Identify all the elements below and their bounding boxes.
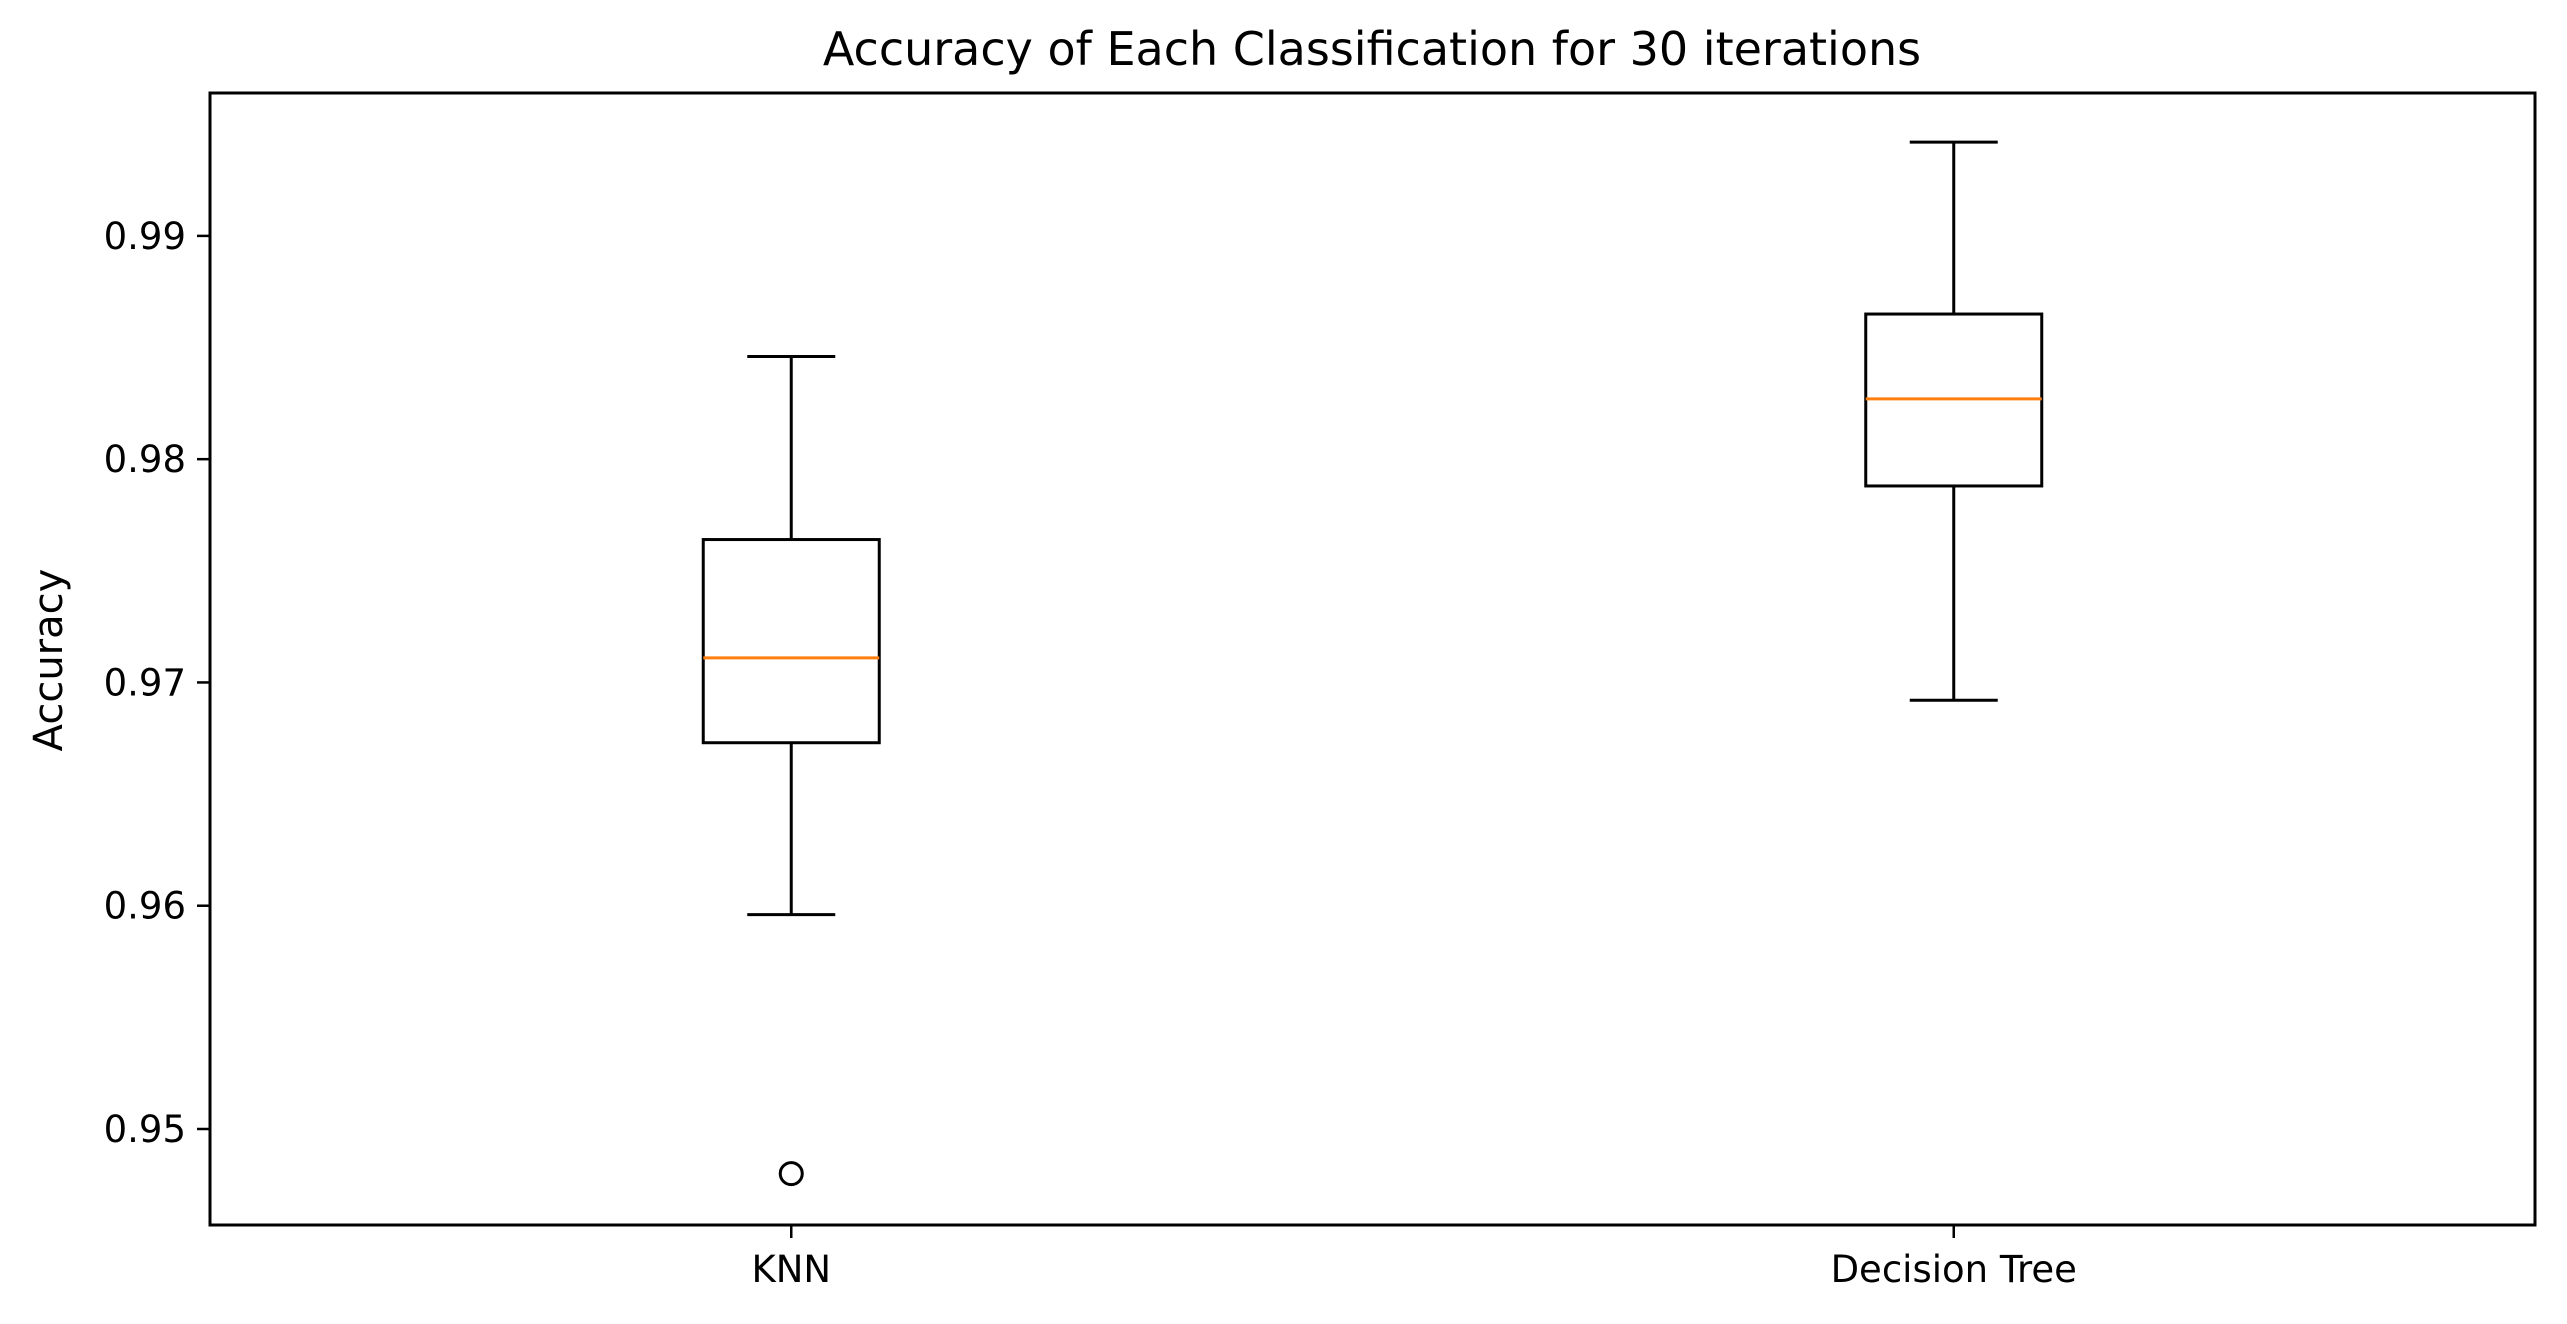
box-iqr [701,538,881,745]
plot-area: 0.95 0.96 0.97 0.98 0.99 KNN Decision Tree [104,91,2537,1291]
y-tick-label: 0.95 [104,1108,186,1151]
y-tick-label: 0.97 [104,661,186,704]
x-tick-label: KNN [751,1248,831,1291]
x-tick-label: Decision Tree [1831,1248,2077,1291]
outlier-point [778,1161,804,1187]
y-axis-label: Accuracy [26,569,72,752]
y-tick-label: 0.96 [104,885,186,928]
y-tick-label: 0.98 [104,438,186,481]
y-tick-label: 0.99 [104,215,186,258]
axes-frame [208,91,2537,1227]
chart-title: Accuracy of Each Classification for 30 i… [823,22,1921,76]
